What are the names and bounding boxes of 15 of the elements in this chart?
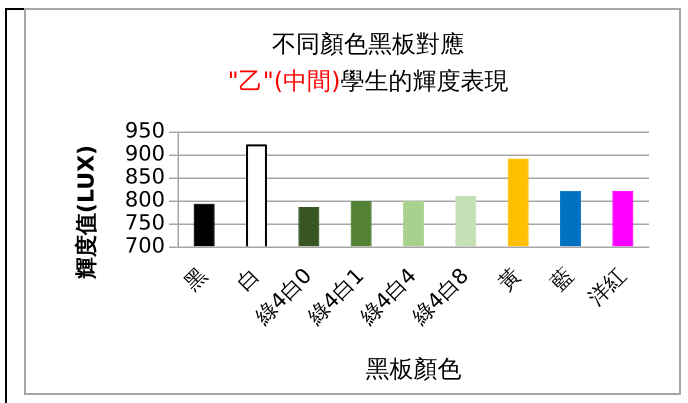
x-tick-label: 黑 (180, 263, 212, 296)
y-tick-label: 950 (124, 118, 165, 142)
y-tick-label: 700 (124, 233, 165, 258)
y-tick-label: 800 (124, 187, 165, 212)
y-tick-label: 900 (124, 141, 165, 166)
x-tick-label: 洋紅 (584, 263, 630, 310)
y-tick-label: 850 (124, 164, 165, 188)
chart-subtitle: "乙"(中間)學生的輝度表現 (228, 67, 508, 96)
y-tick-label: 750 (124, 210, 165, 234)
x-axis-title: 黑板顏色 (366, 354, 462, 383)
chart-title: 不同顏色黑板對應 (272, 30, 464, 58)
x-tick-label: 黃 (494, 263, 526, 296)
y-axis-title: 輝度值(LUX) (74, 144, 100, 280)
x-tick-label: 藍 (546, 263, 578, 296)
x-tick-label: 白 (232, 263, 264, 296)
